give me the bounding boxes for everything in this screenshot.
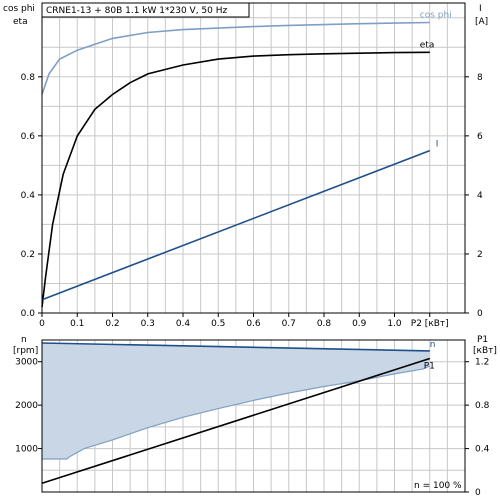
x-tick-label: 0.5 — [211, 319, 225, 329]
title-box — [41, 2, 250, 18]
y-right-tick-label: 8 — [477, 73, 483, 83]
series-label: n — [430, 340, 436, 350]
bottom-plot-frame — [41, 339, 466, 493]
x-tick-label: P2 [кВт] — [411, 319, 449, 329]
y-left-tick-label: 1000 — [15, 445, 38, 455]
tick-labels: 0 0.1 0.2 0.3 0.4 0.5 0.6 0.7 0.8 0.9 1.0 P2 [кВт] 0… — [15, 73, 489, 498]
x-tick-label: 0.6 — [246, 319, 261, 329]
bottom-right-axis-unit: [кВт] — [473, 346, 497, 356]
bottom-operating-area — [42, 343, 430, 459]
x-tick-label: 0.1 — [70, 319, 84, 329]
series-label: I — [436, 140, 439, 150]
series-line-eta — [41, 51, 430, 308]
series-line-p1 — [41, 357, 431, 485]
top-right-axis-label: I — [479, 4, 482, 14]
top-left-axis-label-cosphi: cos phi — [3, 4, 35, 14]
x-tick-label: 1.0 — [387, 319, 402, 329]
series-line-n — [41, 342, 430, 352]
bottom-operating-area-edge — [42, 365, 431, 460]
y-left-tick-label: 0.6 — [21, 132, 36, 142]
top-left-axis-label-eta: eta — [13, 17, 28, 27]
series-line-i — [41, 149, 431, 301]
chart-title: CRNE1-13 + 80B 1.1 kW 1*230 V, 50 Hz — [46, 6, 228, 16]
y-right-tick-label: 4 — [477, 191, 483, 201]
bottom-right-axis-label: P1 — [477, 335, 488, 345]
top-right-axis-unit: [A] — [475, 17, 488, 27]
y-left-tick-label: 2000 — [15, 401, 38, 411]
y-left-tick-label: 3000 — [15, 358, 38, 368]
y-left-tick-label: 0.2 — [21, 250, 35, 260]
speed-note: n = 100 % — [414, 481, 462, 491]
y-right-tick-label: 1.2 — [475, 358, 489, 368]
series-label: cos phi — [420, 10, 452, 20]
y-right-tick-label: 0 — [475, 488, 481, 498]
y-right-tick-label: 0.4 — [475, 445, 490, 455]
y-left-tick-label: 0.4 — [21, 191, 36, 201]
top-grid — [42, 3, 465, 313]
bottom-series — [41, 342, 431, 485]
bottom-left-axis-unit: [rpm] — [13, 346, 38, 356]
y-right-tick-label: 6 — [477, 132, 483, 142]
series-label: P1 — [424, 361, 435, 371]
y-left-tick-label: 0.0 — [21, 309, 36, 319]
x-tick-label: 0.7 — [282, 319, 296, 329]
y-right-tick-label: 2 — [477, 250, 483, 260]
series-labels: cos phi eta In P1 — [420, 10, 452, 371]
series-line-cos-phi — [41, 21, 430, 95]
x-tick-label: 0.8 — [317, 319, 332, 329]
bottom-left-axis-label: n — [21, 335, 27, 345]
x-tick-label: 0.4 — [176, 319, 191, 329]
x-tick-label: 0.3 — [141, 319, 155, 329]
x-tick-label: 0 — [39, 319, 45, 329]
series-label: eta — [420, 40, 435, 50]
y-left-tick-label: 0.8 — [21, 73, 36, 83]
top-series — [41, 21, 431, 308]
x-tick-label: 0.2 — [105, 319, 119, 329]
x-tick-label: 0.9 — [352, 319, 367, 329]
y-right-tick-label: 0 — [477, 309, 483, 319]
y-right-tick-label: 0.8 — [475, 401, 490, 411]
